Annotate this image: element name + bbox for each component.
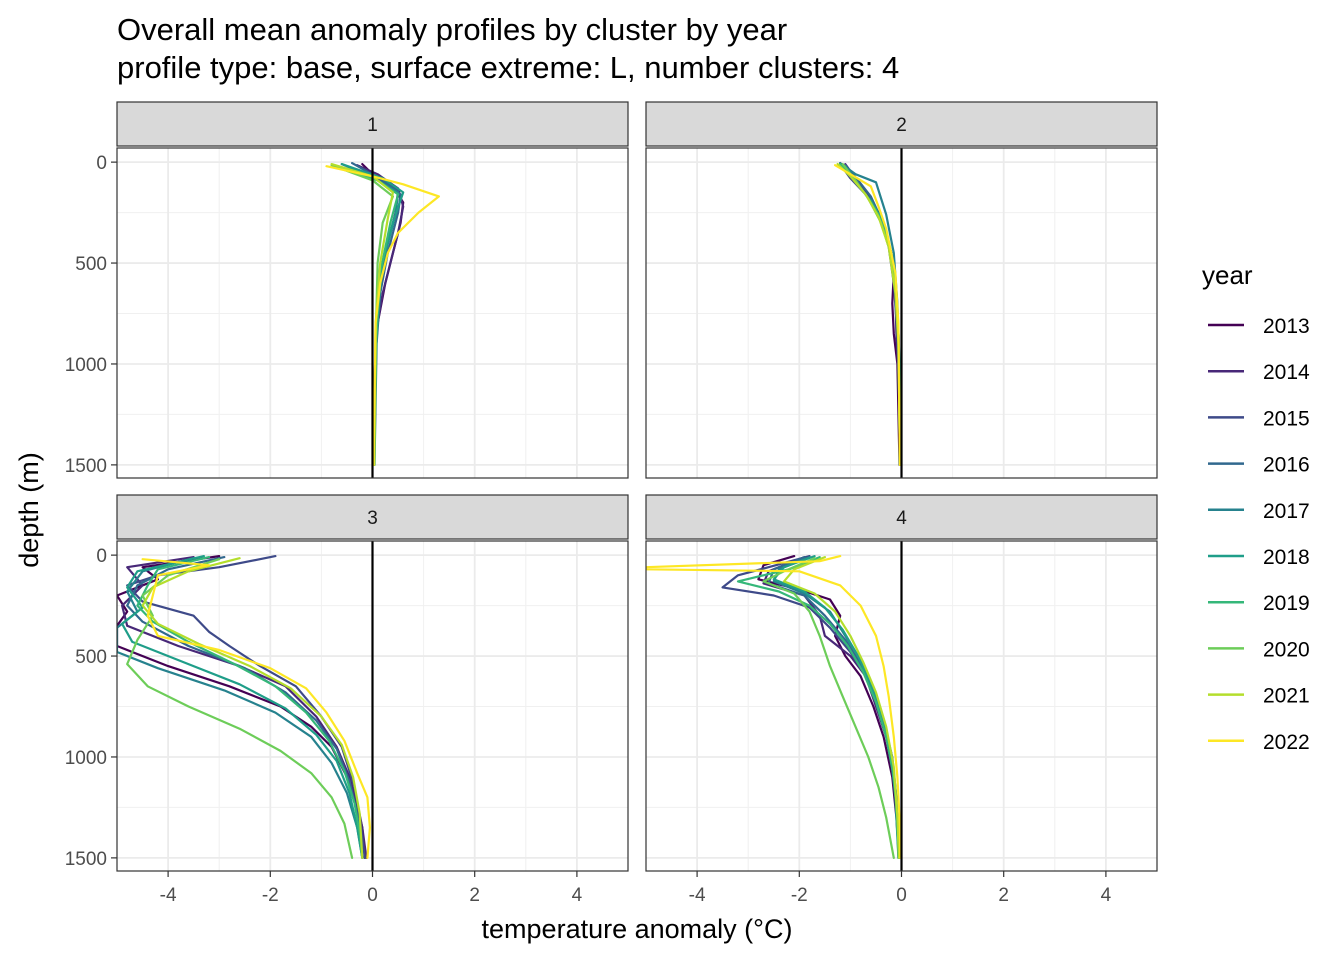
series-line-2022 bbox=[325, 165, 440, 466]
legend-label: 2021 bbox=[1263, 685, 1310, 708]
x-tick-label: 4 bbox=[1101, 885, 1112, 906]
chart-title: Overall mean anomaly profiles by cluster… bbox=[117, 12, 787, 47]
legend-label: 2017 bbox=[1263, 500, 1310, 523]
series-group bbox=[325, 162, 440, 466]
legend-label: 2019 bbox=[1263, 592, 1310, 615]
x-tick-label: -4 bbox=[689, 885, 706, 906]
series-group bbox=[117, 555, 371, 859]
legend-label: 2014 bbox=[1263, 361, 1310, 384]
x-tick-label: 2 bbox=[998, 885, 1009, 906]
legend-item-2022: 2022 bbox=[1208, 731, 1310, 754]
series-line-2019 bbox=[136, 556, 364, 859]
panel-strip-label: 4 bbox=[896, 508, 907, 529]
y-tick-label: 1000 bbox=[65, 355, 107, 376]
panel-strip-label: 2 bbox=[896, 115, 907, 136]
panel-strip-label: 3 bbox=[367, 508, 378, 529]
legend-item-2015: 2015 bbox=[1208, 407, 1310, 430]
series-line-2021 bbox=[141, 557, 364, 859]
chart-subtitle: profile type: base, surface extreme: L, … bbox=[117, 50, 899, 85]
series-line-2020 bbox=[126, 558, 354, 859]
legend-label: 2013 bbox=[1263, 315, 1310, 338]
series-group bbox=[646, 555, 902, 859]
legend-item-2019: 2019 bbox=[1208, 592, 1310, 615]
series-line-2018 bbox=[121, 555, 364, 859]
legend-item-2016: 2016 bbox=[1208, 454, 1310, 477]
panel-border bbox=[116, 147, 629, 479]
legend-label: 2020 bbox=[1263, 638, 1310, 661]
legend-item-2018: 2018 bbox=[1208, 546, 1310, 569]
x-axis-title: temperature anomaly (°C) bbox=[482, 914, 793, 944]
y-tick-label: 1000 bbox=[65, 748, 107, 769]
y-tick-label: 0 bbox=[96, 153, 107, 174]
panel-1: 1 0 500 1000 1500 bbox=[65, 101, 629, 479]
x-tick-label: 2 bbox=[469, 885, 480, 906]
legend-label: 2016 bbox=[1263, 454, 1310, 477]
y-tick-label: 1500 bbox=[65, 456, 107, 477]
series-group bbox=[834, 162, 902, 466]
series-line-2021 bbox=[782, 556, 900, 859]
panel-strip bbox=[116, 101, 629, 147]
y-tick-label: 500 bbox=[75, 254, 107, 275]
legend-item-2013: 2013 bbox=[1208, 315, 1310, 338]
legend-item-2017: 2017 bbox=[1208, 500, 1310, 523]
panel-strip bbox=[645, 101, 1158, 147]
panel-strip-label: 1 bbox=[367, 115, 378, 136]
legend-item-2014: 2014 bbox=[1208, 361, 1310, 384]
y-tick-label: 0 bbox=[96, 546, 107, 567]
x-tick-label: 4 bbox=[572, 885, 583, 906]
legend-label: 2018 bbox=[1263, 546, 1310, 569]
x-tick-label: 0 bbox=[367, 885, 378, 906]
y-tick-label: 500 bbox=[75, 647, 107, 668]
y-axis-title: depth (m) bbox=[14, 452, 44, 568]
panel-strip bbox=[116, 494, 629, 540]
panel-4: 4 -4 -2 0 2 4 bbox=[645, 494, 1158, 906]
series-line-2020 bbox=[762, 557, 895, 859]
panels-layer: 1 0 500 1000 1500 2 3 0 500 1000 1500 -4 -2 0 2 4 4 -4 -2 0… bbox=[65, 101, 1158, 906]
panel-3: 3 0 500 1000 1500 -4 -2 0 2 4 bbox=[65, 494, 629, 906]
series-line-2017 bbox=[117, 557, 364, 859]
series-line-2016 bbox=[126, 556, 364, 859]
panel-border bbox=[645, 147, 1158, 479]
legend: year 2013 2014 2015 2016 2017 2018 2019 2020 202… bbox=[1202, 260, 1310, 754]
x-tick-label: -4 bbox=[160, 885, 177, 906]
panel-2: 2 bbox=[645, 101, 1158, 479]
x-tick-label: -2 bbox=[262, 885, 279, 906]
legend-item-2020: 2020 bbox=[1208, 638, 1310, 661]
series-line-2022 bbox=[141, 558, 371, 859]
x-tick-label: 0 bbox=[896, 885, 907, 906]
legend-label: 2015 bbox=[1263, 407, 1310, 430]
series-line-2022 bbox=[646, 555, 902, 859]
y-tick-label: 1500 bbox=[65, 849, 107, 870]
legend-title: year bbox=[1202, 260, 1253, 290]
panel-strip bbox=[645, 494, 1158, 540]
series-line-2022 bbox=[834, 164, 902, 466]
legend-item-2021: 2021 bbox=[1208, 685, 1310, 708]
legend-label: 2022 bbox=[1263, 731, 1310, 754]
x-tick-label: -2 bbox=[791, 885, 808, 906]
series-line-2019 bbox=[736, 556, 900, 859]
series-line-2015 bbox=[126, 555, 366, 859]
